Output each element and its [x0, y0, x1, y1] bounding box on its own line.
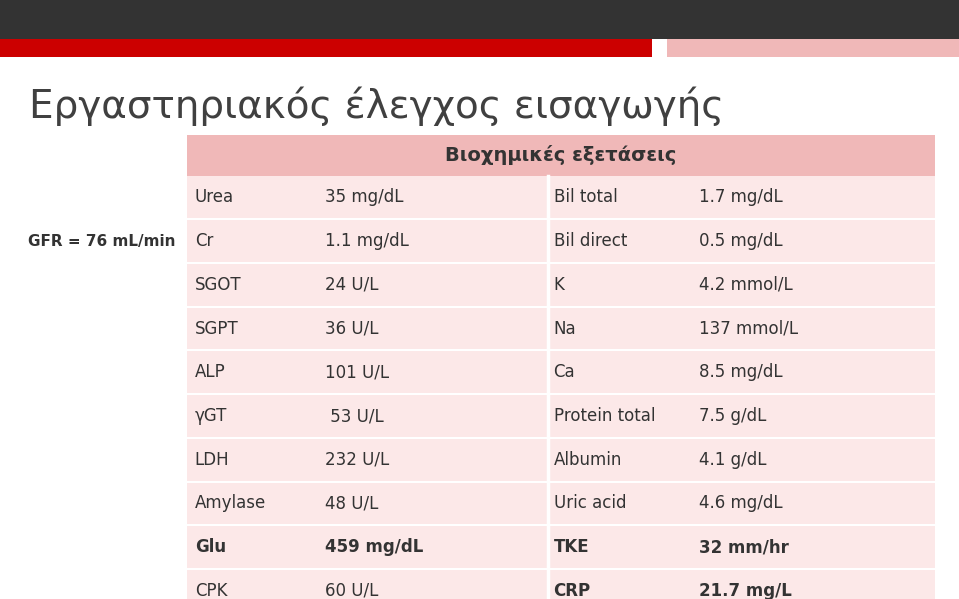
Text: 36 U/L: 36 U/L	[325, 319, 379, 338]
Text: 24 U/L: 24 U/L	[325, 276, 379, 294]
Text: CRP: CRP	[553, 582, 591, 599]
Bar	[187, 569, 935, 599]
Bar	[0, 39, 652, 57]
Text: 4.2 mmol/L: 4.2 mmol/L	[699, 276, 793, 294]
Text: 4.6 mg/dL: 4.6 mg/dL	[699, 494, 784, 513]
Text: 32 mm/hr: 32 mm/hr	[699, 538, 789, 556]
Text: Cr: Cr	[195, 232, 213, 250]
Text: 101 U/L: 101 U/L	[325, 363, 389, 382]
Text: 35 mg/dL: 35 mg/dL	[325, 188, 404, 207]
Text: 53 U/L: 53 U/L	[325, 407, 385, 425]
Bar	[187, 350, 935, 394]
Bar	[187, 263, 935, 307]
Text: 8.5 mg/dL: 8.5 mg/dL	[699, 363, 784, 382]
Text: CPK: CPK	[195, 582, 227, 599]
Text: SGPT: SGPT	[195, 319, 239, 338]
Text: Na: Na	[553, 319, 576, 338]
Text: Bil total: Bil total	[553, 188, 618, 207]
Text: 48 U/L: 48 U/L	[325, 494, 379, 513]
Bar	[187, 219, 935, 263]
Bar	[187, 394, 935, 438]
Bar	[187, 438, 935, 482]
Text: Ca: Ca	[553, 363, 575, 382]
Text: Bil direct: Bil direct	[553, 232, 627, 250]
Text: 60 U/L: 60 U/L	[325, 582, 379, 599]
Text: Uric acid: Uric acid	[553, 494, 626, 513]
Bar	[187, 307, 935, 350]
Bar	[187, 525, 935, 569]
Text: 1.7 mg/dL: 1.7 mg/dL	[699, 188, 784, 207]
Text: 0.5 mg/dL: 0.5 mg/dL	[699, 232, 784, 250]
Text: Βιοχημικές εξετάσεις: Βιοχημικές εξετάσεις	[445, 145, 677, 165]
Text: LDH: LDH	[195, 450, 229, 469]
Text: 7.5 g/dL: 7.5 g/dL	[699, 407, 767, 425]
Text: 4.1 g/dL: 4.1 g/dL	[699, 450, 767, 469]
Text: γGT: γGT	[195, 407, 227, 425]
Bar	[0, 0, 959, 39]
Text: 459 mg/dL: 459 mg/dL	[325, 538, 424, 556]
Text: Glu: Glu	[195, 538, 225, 556]
Text: Urea: Urea	[195, 188, 234, 207]
Bar	[667, 39, 959, 57]
Text: ALP: ALP	[195, 363, 225, 382]
Bar	[187, 176, 935, 219]
Text: 1.1 mg/dL: 1.1 mg/dL	[325, 232, 409, 250]
Text: 21.7 mg/L: 21.7 mg/L	[699, 582, 792, 599]
Text: TKE: TKE	[553, 538, 589, 556]
Text: Protein total: Protein total	[553, 407, 655, 425]
Bar	[187, 135, 935, 176]
Text: Amylase: Amylase	[195, 494, 266, 513]
Text: 232 U/L: 232 U/L	[325, 450, 389, 469]
Text: 137 mmol/L: 137 mmol/L	[699, 319, 799, 338]
Text: K: K	[553, 276, 565, 294]
Bar	[187, 482, 935, 525]
Text: Albumin: Albumin	[553, 450, 621, 469]
Text: GFR = 76 mL/min: GFR = 76 mL/min	[28, 234, 175, 249]
Text: Εργαστηριακός έλεγχος εισαγωγής: Εργαστηριακός έλεγχος εισαγωγής	[29, 87, 724, 126]
Text: SGOT: SGOT	[195, 276, 242, 294]
